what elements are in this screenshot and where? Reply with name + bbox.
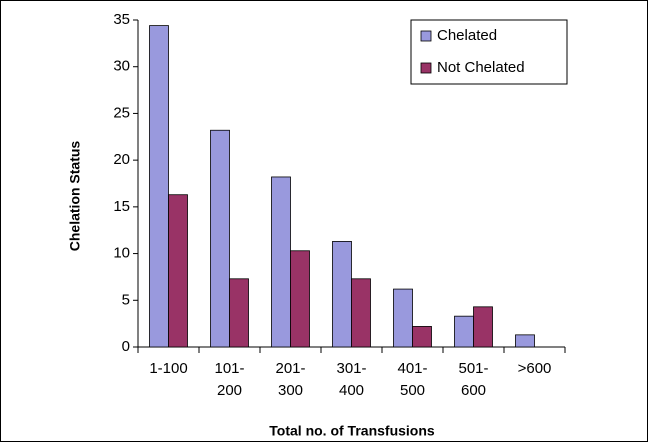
y-tick-label: 30: [113, 58, 130, 75]
y-tick-label: 35: [113, 11, 130, 28]
x-tick-label: 101-200: [214, 360, 244, 399]
legend-label: Not Chelated: [437, 59, 525, 76]
bar: [168, 194, 188, 348]
bar: [515, 334, 535, 348]
bar: [149, 25, 169, 348]
legend-box: [410, 19, 568, 85]
bar: [473, 306, 493, 348]
y-tick-label: 0: [122, 338, 130, 355]
y-tick-label: 20: [113, 151, 130, 168]
bar: [290, 250, 310, 348]
y-tick-label: 10: [113, 245, 130, 262]
x-tick-label: 201-300: [275, 360, 305, 399]
legend-swatch: [420, 62, 432, 74]
x-axis-title: Total no. of Transfusions: [269, 423, 435, 439]
x-tick-label: 501-600: [458, 360, 488, 399]
x-tick-label: 301-400: [336, 360, 366, 399]
legend-swatch: [420, 30, 432, 42]
legend-label: Chelated: [437, 27, 497, 44]
bar: [229, 278, 249, 348]
bar: [210, 129, 230, 348]
y-tick-label: 25: [113, 104, 130, 121]
y-axis-title: Chelation Status: [67, 141, 83, 252]
x-tick-label: 401-500: [397, 360, 427, 399]
bar: [393, 288, 413, 348]
bar: [454, 315, 474, 348]
bar: [332, 241, 352, 348]
bar: [412, 326, 432, 348]
x-tick-label: 1-100: [149, 360, 187, 377]
x-tick-label: >600: [518, 360, 552, 377]
bar: [351, 278, 371, 348]
bar: [271, 176, 291, 348]
y-tick-label: 5: [122, 291, 130, 308]
y-tick-label: 15: [113, 198, 130, 215]
